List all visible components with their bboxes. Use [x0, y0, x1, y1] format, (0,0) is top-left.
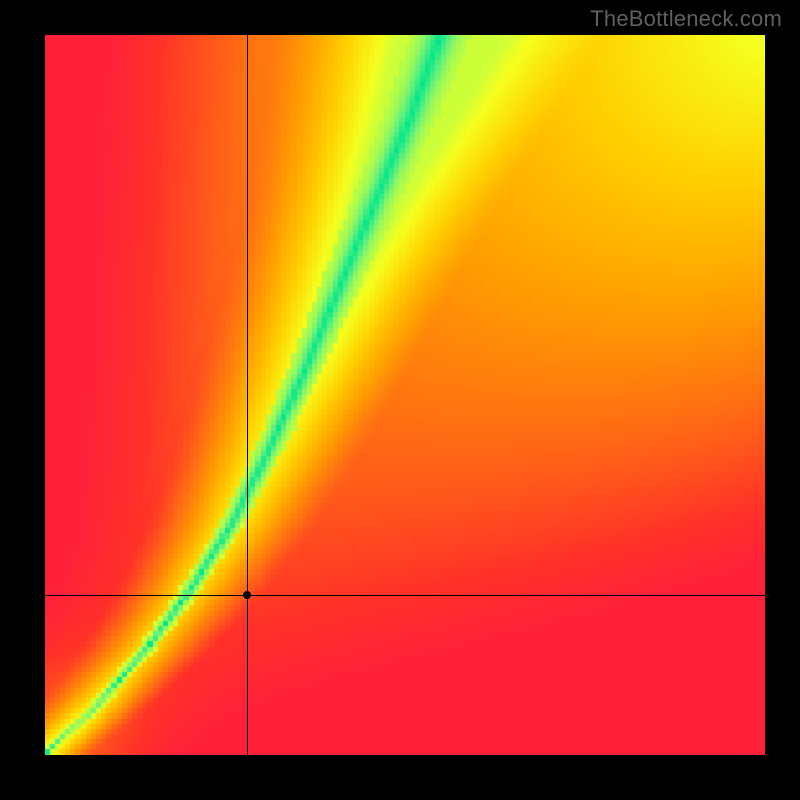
plot-area	[45, 35, 765, 755]
heatmap-canvas	[45, 35, 765, 755]
watermark-text: TheBottleneck.com	[590, 6, 782, 32]
